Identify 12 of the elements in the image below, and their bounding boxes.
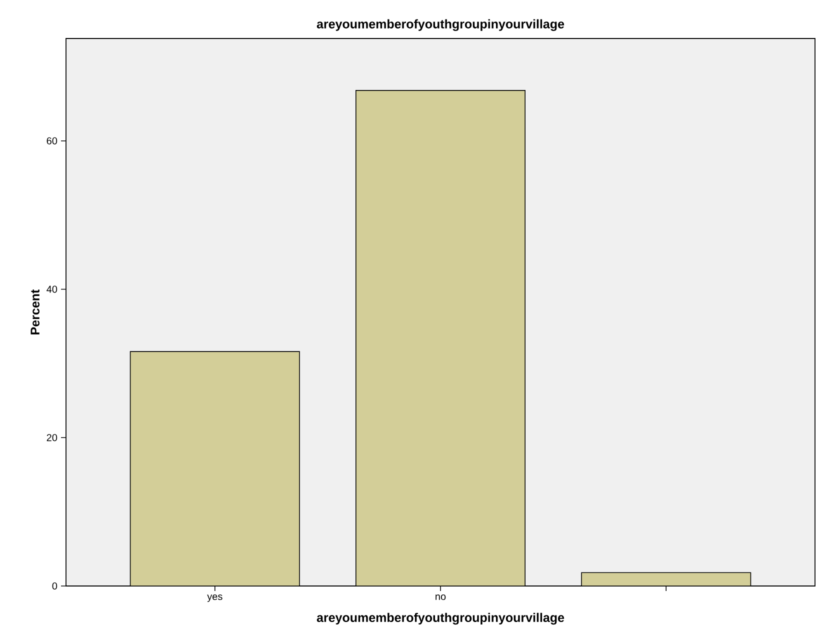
bar — [356, 90, 526, 586]
y-tick-label: 60 — [46, 137, 58, 144]
x-axis-title: areyoumemberofyouthgroupinyourvillage — [316, 612, 564, 625]
y-tick-label: 40 — [46, 286, 58, 293]
bar — [130, 351, 300, 586]
x-tick-label: no — [436, 594, 446, 600]
chart-title: areyoumemberofyouthgroupinyourvillage — [316, 19, 564, 31]
y-tick-label: 20 — [46, 434, 58, 442]
y-axis-title: Percent — [30, 289, 40, 334]
y-tick-label: 0 — [52, 582, 58, 590]
x-tick-label: yes — [207, 594, 222, 602]
bar — [581, 572, 752, 586]
